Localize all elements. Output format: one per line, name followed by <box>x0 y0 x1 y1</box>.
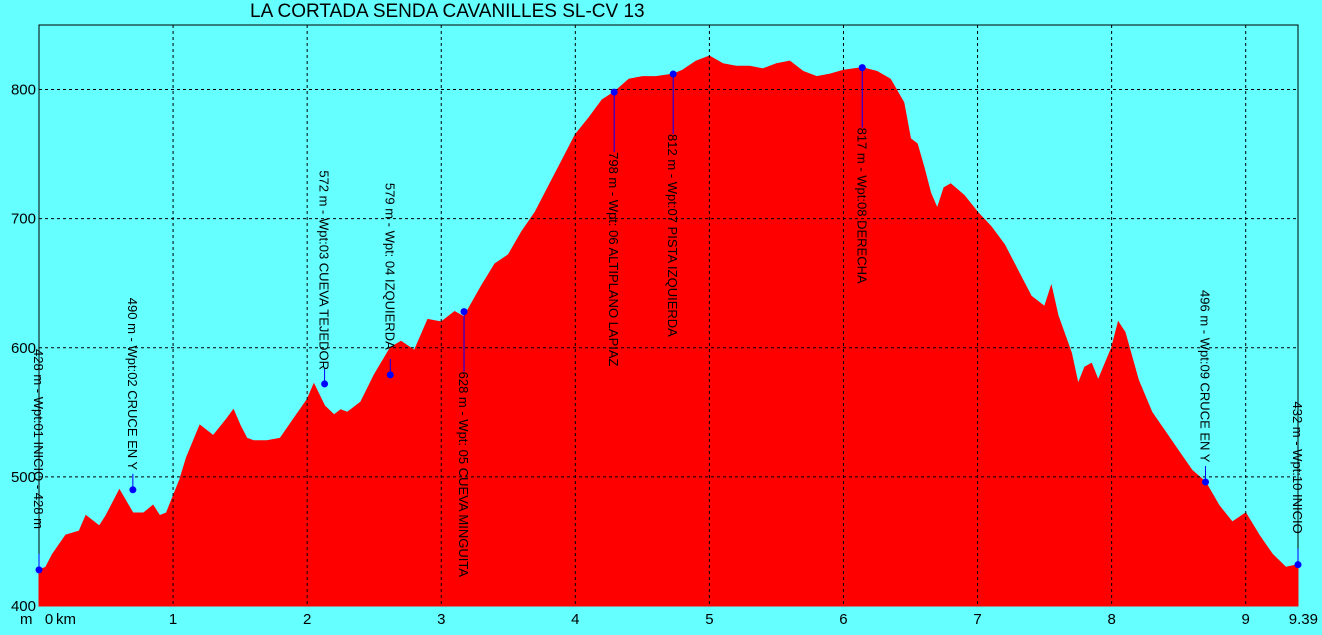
elevation-area <box>38 55 1299 607</box>
waypoint-label: 812 m - Wpt:07 PISTA IZQUIERDA <box>665 134 680 337</box>
x-tick-label: 0 <box>45 611 53 628</box>
x-tick-label: 3 <box>437 611 445 628</box>
y-tick-label: 700 <box>11 211 36 228</box>
x-tick-label: 8 <box>1107 611 1115 628</box>
x-tick-label: 7 <box>973 611 981 628</box>
y-axis-unit: m <box>20 611 33 628</box>
waypoint-label: 579 m - Wpt: 04 IZQUIERDA <box>382 183 397 350</box>
x-tick-label: 1 <box>169 611 177 628</box>
waypoint-label: 817 m - Wpt:08 DERECHA <box>854 128 869 284</box>
x-tick-label: 2 <box>303 611 311 628</box>
waypoint-label: 428 m - Wpt:01 INICIO - 428 m <box>31 349 46 529</box>
x-tick-label: 4 <box>571 611 579 628</box>
x-tick-label: 6 <box>839 611 847 628</box>
waypoint-label: 496 m - Wpt:09 CRUCE EN Y <box>1197 290 1212 463</box>
waypoint-label: 628 m - Wpt: 05 CUEVA MINGUITA <box>456 372 471 578</box>
x-axis-unit: km <box>56 611 76 628</box>
x-tick-label: 5 <box>705 611 713 628</box>
y-tick-label: 400 <box>11 598 36 615</box>
waypoint-label: 432 m - Wpt:10 INICIO <box>1290 401 1305 533</box>
y-tick-label: 500 <box>11 469 36 486</box>
y-tick-label: 800 <box>11 82 36 99</box>
y-tick-label: 600 <box>11 340 36 357</box>
waypoint-label: 572 m - Wpt:03 CUEVA TEJEDOR <box>317 170 332 370</box>
chart-title: LA CORTADA SENDA CAVANILLES SL-CV 13 <box>250 1 645 22</box>
waypoint-label: 798 m - Wpt: 06 ALTIPLANO LAPIAZ <box>606 152 621 366</box>
x-tick-label: 9 <box>1242 611 1250 628</box>
waypoint-label: 490 m - Wpt:02 CRUCE EN Y <box>125 298 140 471</box>
x-tick-label: 9.39 <box>1289 611 1318 628</box>
